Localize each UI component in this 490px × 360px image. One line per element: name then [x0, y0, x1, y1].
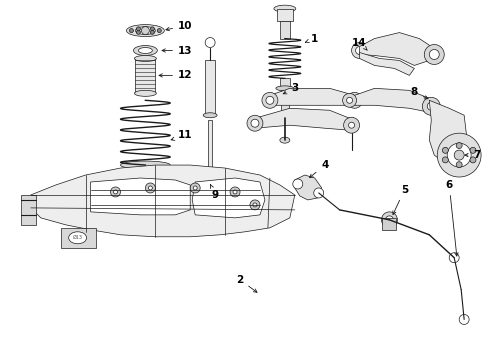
Ellipse shape	[203, 113, 217, 118]
Ellipse shape	[386, 216, 393, 224]
Text: 9: 9	[210, 185, 219, 200]
Ellipse shape	[250, 200, 260, 210]
Ellipse shape	[121, 161, 171, 169]
Text: 6: 6	[445, 180, 458, 256]
Polygon shape	[383, 218, 396, 230]
Text: 5: 5	[393, 185, 408, 215]
Polygon shape	[360, 32, 434, 66]
Ellipse shape	[456, 162, 462, 168]
Ellipse shape	[276, 86, 294, 91]
Ellipse shape	[157, 28, 161, 32]
Ellipse shape	[454, 150, 464, 160]
Text: 1: 1	[305, 33, 318, 44]
Bar	[61, 228, 96, 248]
Ellipse shape	[262, 92, 278, 108]
Ellipse shape	[422, 97, 440, 115]
Text: 8: 8	[411, 87, 428, 99]
Ellipse shape	[429, 50, 439, 59]
Text: 7: 7	[465, 150, 481, 160]
Ellipse shape	[233, 190, 237, 194]
Ellipse shape	[148, 186, 152, 190]
Ellipse shape	[190, 183, 200, 193]
Ellipse shape	[437, 133, 481, 177]
Ellipse shape	[126, 24, 164, 37]
Ellipse shape	[346, 92, 363, 108]
Bar	[280, 21, 290, 39]
Bar	[281, 90, 289, 118]
Polygon shape	[360, 53, 415, 75]
Ellipse shape	[134, 90, 156, 96]
Bar	[135, 58, 155, 93]
Ellipse shape	[134, 55, 156, 62]
Ellipse shape	[129, 28, 133, 32]
Polygon shape	[255, 108, 355, 130]
Polygon shape	[429, 100, 467, 165]
Bar	[280, 78, 290, 86]
Ellipse shape	[459, 315, 469, 324]
Text: 10: 10	[166, 21, 193, 31]
Ellipse shape	[135, 27, 155, 35]
Ellipse shape	[293, 179, 303, 189]
Ellipse shape	[470, 157, 476, 163]
Ellipse shape	[251, 119, 259, 127]
Text: 11: 11	[171, 130, 193, 140]
Polygon shape	[91, 178, 190, 215]
Ellipse shape	[280, 137, 290, 143]
Ellipse shape	[356, 46, 364, 54]
Ellipse shape	[343, 93, 357, 107]
Ellipse shape	[427, 102, 435, 110]
Ellipse shape	[138, 48, 152, 54]
Ellipse shape	[136, 27, 141, 31]
Ellipse shape	[348, 122, 355, 128]
Ellipse shape	[442, 157, 448, 163]
Polygon shape	[31, 165, 295, 237]
Ellipse shape	[470, 147, 476, 153]
Ellipse shape	[253, 203, 257, 207]
Ellipse shape	[343, 117, 360, 133]
Ellipse shape	[146, 183, 155, 193]
Ellipse shape	[136, 30, 141, 34]
Ellipse shape	[142, 27, 149, 35]
Text: 14: 14	[352, 37, 368, 50]
Ellipse shape	[442, 147, 448, 153]
Ellipse shape	[230, 187, 240, 197]
Ellipse shape	[424, 45, 444, 64]
Polygon shape	[355, 88, 434, 112]
Ellipse shape	[346, 97, 353, 103]
Text: Ø13: Ø13	[73, 235, 83, 240]
Ellipse shape	[111, 187, 121, 197]
Ellipse shape	[205, 37, 215, 48]
Polygon shape	[295, 175, 322, 200]
Text: 4: 4	[310, 160, 328, 177]
Bar	[21, 195, 36, 225]
Ellipse shape	[133, 45, 157, 55]
Ellipse shape	[193, 186, 197, 190]
Ellipse shape	[266, 96, 274, 104]
Polygon shape	[270, 88, 355, 105]
Ellipse shape	[350, 96, 359, 104]
Ellipse shape	[114, 190, 118, 194]
Bar	[277, 9, 293, 21]
Ellipse shape	[447, 143, 471, 167]
Ellipse shape	[314, 188, 324, 198]
Ellipse shape	[205, 179, 215, 189]
Text: 12: 12	[159, 71, 193, 80]
Polygon shape	[192, 178, 265, 218]
Bar	[208, 120, 212, 180]
Ellipse shape	[69, 232, 87, 244]
Ellipse shape	[352, 42, 368, 58]
Ellipse shape	[150, 30, 154, 34]
Text: 2: 2	[236, 275, 257, 292]
Ellipse shape	[247, 115, 263, 131]
Ellipse shape	[382, 212, 397, 228]
Ellipse shape	[449, 253, 459, 263]
Text: 3: 3	[283, 84, 298, 94]
Text: 13: 13	[162, 45, 193, 55]
Ellipse shape	[150, 27, 154, 31]
Ellipse shape	[274, 5, 296, 12]
Ellipse shape	[456, 143, 462, 149]
Bar	[205, 60, 215, 115]
